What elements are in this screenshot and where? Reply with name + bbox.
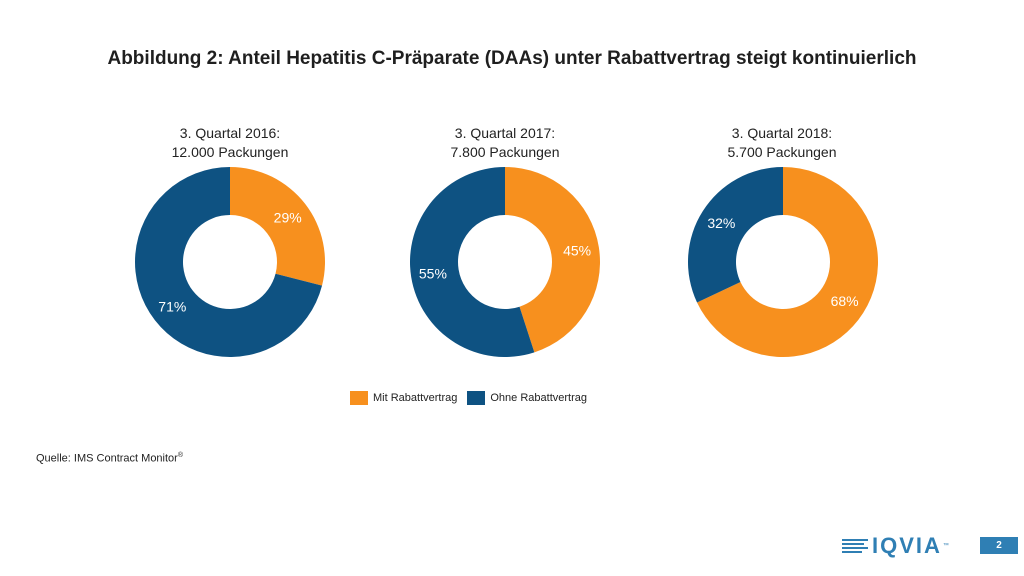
registered-mark: ® <box>177 452 184 459</box>
donut-slice-ohne-2 <box>688 167 783 303</box>
donut-label-ohne-0: 71% <box>158 299 186 315</box>
donut-slice-ohne-1 <box>410 167 535 357</box>
page-number: 2 <box>980 537 1018 554</box>
chart-title-line1: 3. Quartal 2016: <box>179 125 281 141</box>
chart-title-line2: 5.700 Packungen <box>727 144 837 160</box>
legend: Mit Rabattvertrag Ohne Rabattvertrag <box>350 390 597 406</box>
chart-title-line2: 12.000 Packungen <box>171 144 289 160</box>
legend-label-mit: Mit Rabattvertrag <box>373 392 458 404</box>
donut-slice-mit-0 <box>230 167 326 286</box>
chart-title-2016: 3. Quartal 2016: 12.000 Packungen <box>130 124 330 162</box>
donut-slice-ohne-0 <box>135 167 323 357</box>
donut-slice-mit-1 <box>505 167 601 353</box>
chart-title-2018: 3. Quartal 2018: 5.700 Packungen <box>682 124 882 162</box>
logo-text: IQVIA <box>872 533 942 558</box>
chart-title-line1: 3. Quartal 2017: <box>454 125 556 141</box>
source-text: Quelle: IMS Contract Monitor <box>36 452 178 465</box>
donut-label-mit-1: 45% <box>563 243 591 259</box>
iqvia-logo: IQVIA ™ <box>842 533 949 558</box>
legend-item-ohne: Ohne Rabattvertrag <box>467 391 587 405</box>
donut-label-mit-2: 68% <box>831 293 859 309</box>
donut-label-mit-0: 29% <box>274 209 302 225</box>
legend-swatch-mit <box>350 391 368 405</box>
legend-swatch-ohne <box>467 391 486 405</box>
donut-label-ohne-1: 55% <box>419 265 447 281</box>
page-title: Abbildung 2: Anteil Hepatitis C-Präparat… <box>107 48 917 69</box>
chart-title-line1: 3. Quartal 2018: <box>731 125 833 141</box>
donut-label-ohne-2: 32% <box>707 215 735 231</box>
chart-title-line2: 7.800 Packungen <box>450 144 560 160</box>
chart-title-2017: 3. Quartal 2017: 7.800 Packungen <box>405 124 605 162</box>
legend-item-mit: Mit Rabattvertrag <box>350 391 457 405</box>
logo-tm: ™ <box>942 543 949 549</box>
legend-label-ohne: Ohne Rabattvertrag <box>490 392 587 404</box>
logo-lines-icon <box>842 538 868 554</box>
source-note: Quelle: IMS Contract Monitor® <box>36 452 183 465</box>
donut-slice-mit-2 <box>697 167 879 357</box>
